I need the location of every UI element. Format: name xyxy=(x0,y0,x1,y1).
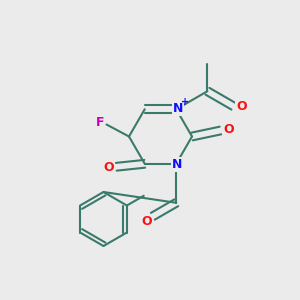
Text: N: N xyxy=(172,101,183,115)
Text: O: O xyxy=(142,215,152,228)
Text: N: N xyxy=(172,158,182,171)
Text: O: O xyxy=(223,123,234,136)
Text: O: O xyxy=(103,161,114,174)
Text: O: O xyxy=(236,100,247,113)
Text: F: F xyxy=(96,116,104,129)
Text: +: + xyxy=(181,97,189,107)
